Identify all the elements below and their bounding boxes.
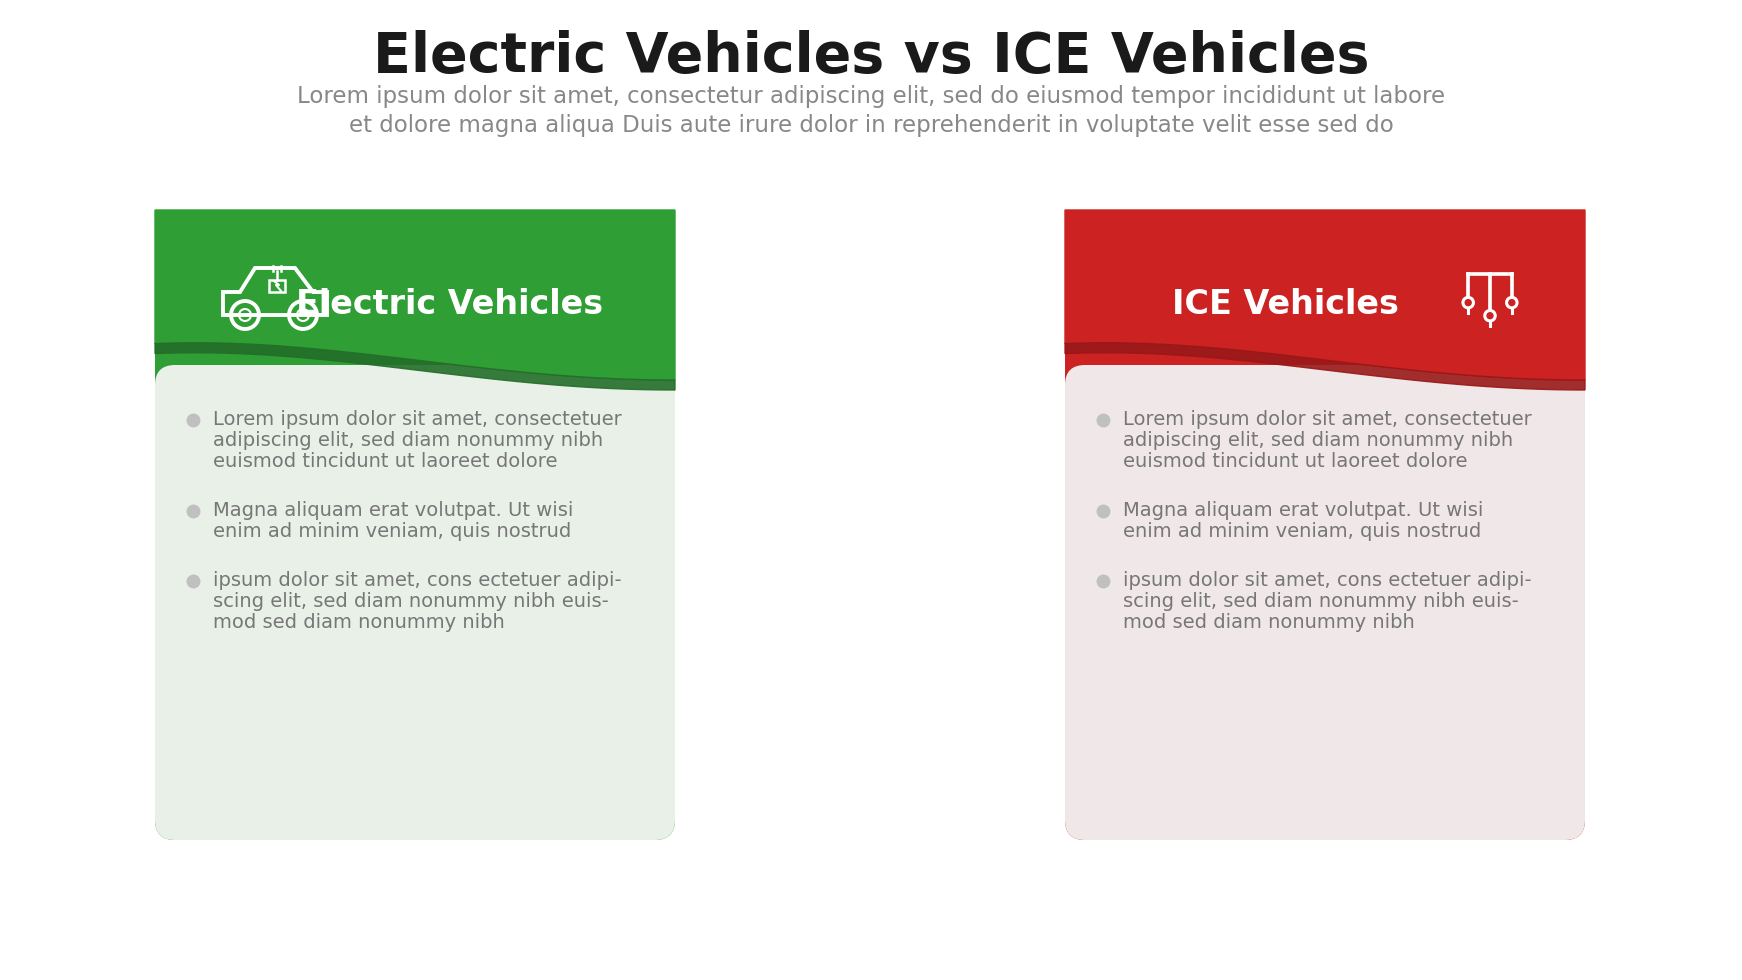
Text: ipsum dolor sit amet, cons ectetuer adipi-: ipsum dolor sit amet, cons ectetuer adip…	[213, 571, 622, 590]
FancyBboxPatch shape	[155, 365, 674, 840]
Text: Lorem ipsum dolor sit amet, consectetuer: Lorem ipsum dolor sit amet, consectetuer	[1124, 410, 1531, 429]
Text: Electric Vehicles: Electric Vehicles	[296, 288, 603, 321]
Text: mod sed diam nonummy nibh: mod sed diam nonummy nibh	[213, 613, 505, 632]
FancyBboxPatch shape	[1064, 365, 1585, 840]
Polygon shape	[155, 210, 674, 380]
Text: enim ad minim veniam, quis nostrud: enim ad minim veniam, quis nostrud	[1124, 522, 1481, 541]
Bar	[268, 280, 286, 292]
Text: Lorem ipsum dolor sit amet, consectetur adipiscing elit, sed do eiusmod tempor i: Lorem ipsum dolor sit amet, consectetur …	[296, 85, 1446, 108]
Text: scing elit, sed diam nonummy nibh euis-: scing elit, sed diam nonummy nibh euis-	[213, 592, 608, 611]
Text: Lorem ipsum dolor sit amet, consectetuer: Lorem ipsum dolor sit amet, consectetuer	[213, 410, 622, 429]
Text: euismod tincidunt ut laoreet dolore: euismod tincidunt ut laoreet dolore	[1124, 452, 1467, 471]
Text: Magna aliquam erat volutpat. Ut wisi: Magna aliquam erat volutpat. Ut wisi	[1124, 501, 1484, 520]
Text: et dolore magna aliqua Duis aute irure dolor in reprehenderit in voluptate velit: et dolore magna aliqua Duis aute irure d…	[348, 114, 1394, 137]
Text: adipiscing elit, sed diam nonummy nibh: adipiscing elit, sed diam nonummy nibh	[1124, 431, 1514, 450]
Polygon shape	[155, 343, 674, 390]
FancyBboxPatch shape	[155, 220, 674, 840]
Text: mod sed diam nonummy nibh: mod sed diam nonummy nibh	[1124, 613, 1415, 632]
Text: ICE Vehicles: ICE Vehicles	[1172, 288, 1399, 321]
Polygon shape	[1064, 343, 1585, 390]
Text: scing elit, sed diam nonummy nibh euis-: scing elit, sed diam nonummy nibh euis-	[1124, 592, 1519, 611]
Text: Magna aliquam erat volutpat. Ut wisi: Magna aliquam erat volutpat. Ut wisi	[213, 501, 573, 520]
Text: euismod tincidunt ut laoreet dolore: euismod tincidunt ut laoreet dolore	[213, 452, 557, 471]
Text: enim ad minim veniam, quis nostrud: enim ad minim veniam, quis nostrud	[213, 522, 571, 541]
Text: ipsum dolor sit amet, cons ectetuer adipi-: ipsum dolor sit amet, cons ectetuer adip…	[1124, 571, 1531, 590]
Polygon shape	[1064, 210, 1585, 380]
Text: Electric Vehicles vs ICE Vehicles: Electric Vehicles vs ICE Vehicles	[373, 30, 1369, 84]
FancyBboxPatch shape	[1064, 220, 1585, 840]
Text: adipiscing elit, sed diam nonummy nibh: adipiscing elit, sed diam nonummy nibh	[213, 431, 603, 450]
